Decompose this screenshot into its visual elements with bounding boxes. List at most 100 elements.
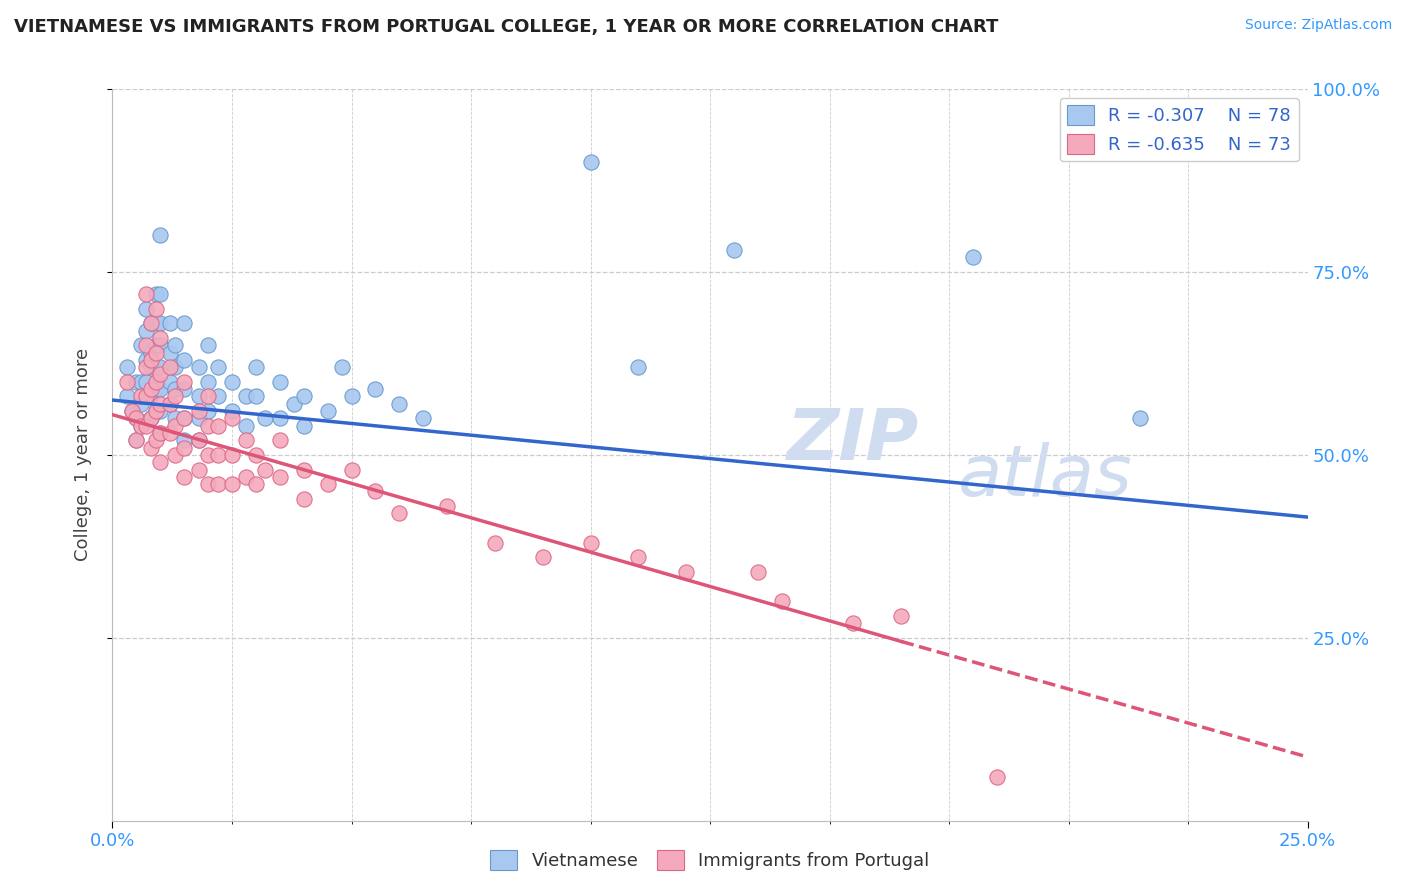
Point (135, 375, 157, 389)
Point (159, 345, 181, 359)
Point (115, 375, 138, 389)
Point (770, 594, 793, 608)
Point (139, 316, 162, 330)
Point (149, 338, 172, 352)
Point (292, 389, 315, 403)
Point (269, 470, 291, 484)
Point (139, 345, 162, 359)
Point (149, 368, 172, 382)
Point (163, 338, 186, 352)
Point (316, 404, 339, 418)
Point (330, 360, 353, 375)
Point (1129, 411, 1152, 425)
Point (627, 550, 650, 565)
Point (221, 375, 243, 389)
Point (235, 434, 257, 448)
Point (531, 550, 554, 565)
Point (163, 382, 186, 396)
Point (245, 360, 267, 375)
Point (235, 470, 257, 484)
Point (139, 441, 162, 455)
Point (747, 565, 769, 579)
Point (986, 770, 1008, 784)
Point (163, 360, 186, 375)
Point (254, 462, 277, 476)
Point (235, 418, 257, 433)
Point (135, 338, 157, 352)
Point (197, 418, 219, 433)
Point (292, 491, 315, 506)
Point (125, 434, 148, 448)
Point (187, 360, 209, 375)
Point (125, 375, 148, 389)
Point (149, 397, 172, 411)
Point (207, 360, 229, 375)
Point (149, 331, 172, 345)
Point (129, 397, 152, 411)
Point (245, 389, 267, 403)
Point (129, 418, 152, 433)
Point (159, 397, 181, 411)
Point (159, 375, 181, 389)
Point (221, 477, 243, 491)
Point (139, 360, 162, 375)
Point (484, 535, 506, 549)
Point (197, 375, 219, 389)
Point (197, 389, 219, 403)
Point (145, 434, 167, 448)
Point (145, 404, 167, 418)
Point (235, 389, 257, 403)
Point (627, 360, 650, 375)
Point (129, 389, 152, 403)
Point (149, 360, 172, 375)
Point (436, 499, 458, 513)
Point (173, 375, 195, 389)
Point (159, 360, 181, 375)
Point (269, 411, 291, 425)
Point (135, 301, 157, 316)
Point (221, 411, 243, 425)
Point (254, 411, 277, 425)
Point (163, 389, 186, 403)
Point (135, 360, 157, 375)
Point (388, 397, 411, 411)
Point (207, 418, 229, 433)
Point (159, 316, 181, 330)
Point (139, 316, 162, 330)
Point (149, 425, 172, 440)
Point (579, 535, 602, 549)
Point (173, 470, 195, 484)
Point (163, 411, 186, 425)
Point (139, 411, 162, 425)
Point (145, 382, 167, 396)
Point (245, 448, 267, 462)
Point (129, 338, 152, 352)
Point (187, 411, 209, 425)
Point (207, 389, 229, 403)
Point (149, 287, 172, 301)
Point (145, 375, 167, 389)
Point (364, 382, 387, 396)
Point (135, 287, 157, 301)
Point (159, 397, 181, 411)
Point (163, 418, 186, 433)
Point (125, 411, 148, 425)
Point (145, 316, 167, 330)
Point (187, 462, 209, 476)
Point (221, 404, 243, 418)
Point (139, 352, 162, 367)
Point (675, 565, 697, 579)
Point (135, 324, 157, 338)
Point (221, 448, 243, 462)
Point (139, 411, 162, 425)
Point (125, 411, 148, 425)
Point (283, 397, 305, 411)
Point (135, 389, 157, 403)
Point (197, 477, 219, 491)
Point (173, 441, 195, 455)
Point (121, 404, 143, 418)
Point (842, 616, 865, 631)
Point (340, 462, 363, 476)
Point (197, 404, 219, 418)
Point (173, 434, 195, 448)
